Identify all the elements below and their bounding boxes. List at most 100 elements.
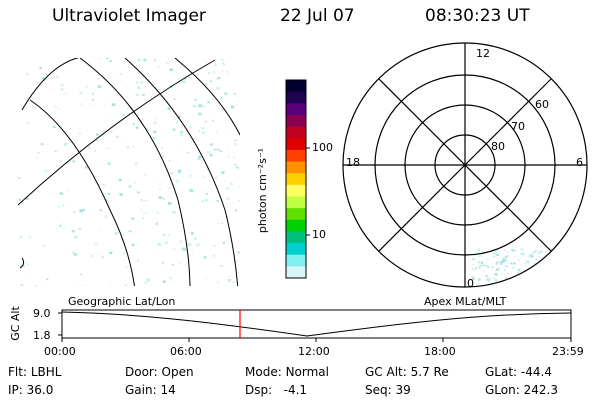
info-door: Door: Open <box>125 365 194 379</box>
emission-dot <box>107 162 111 165</box>
emission-dot <box>188 221 190 223</box>
observation-time: 08:30:23 UT <box>425 6 530 26</box>
emission-dot <box>554 281 556 283</box>
emission-dot <box>204 83 208 86</box>
emission-dot <box>77 280 79 282</box>
emission-dot <box>480 254 483 257</box>
emission-dot <box>539 262 542 265</box>
emission-dot <box>197 243 200 246</box>
emission-dot <box>192 105 196 108</box>
emission-dot <box>233 92 237 96</box>
emission-dot <box>234 260 237 263</box>
info-gc-alt: GC Alt: 5.7 Re <box>365 365 449 379</box>
emission-dot <box>516 271 520 275</box>
emission-dot <box>168 159 171 162</box>
emission-dot <box>54 150 57 153</box>
emission-dot <box>480 261 484 264</box>
emission-dot <box>98 229 101 231</box>
emission-dot <box>107 192 111 195</box>
emission-dot <box>24 272 27 274</box>
emission-dot <box>105 103 107 105</box>
timeline-tick-1200: 12:00 <box>298 345 330 358</box>
emission-dot <box>227 279 231 282</box>
emission-dot <box>205 199 208 201</box>
emission-dot <box>515 278 518 281</box>
emission-dot <box>207 151 211 154</box>
emission-dot <box>190 232 194 235</box>
emission-dot <box>521 252 525 256</box>
emission-dot <box>488 277 491 280</box>
emission-dot <box>471 267 474 270</box>
polar-label-6: 6 <box>576 156 583 169</box>
emission-dot <box>506 251 509 253</box>
emission-dot <box>232 281 236 284</box>
emission-dot <box>37 190 39 192</box>
emission-dot <box>511 281 513 283</box>
emission-dot <box>474 249 476 251</box>
emission-dot <box>471 276 474 279</box>
emission-dot <box>495 268 499 271</box>
emission-dot <box>532 279 536 283</box>
emission-dot <box>534 272 538 275</box>
emission-dot <box>35 285 38 286</box>
timeline-tick-0000: 00:00 <box>44 345 76 358</box>
emission-dot <box>230 182 233 186</box>
emission-dot <box>538 272 541 275</box>
emission-dot <box>135 93 139 96</box>
emission-dot <box>538 256 540 258</box>
emission-dot <box>55 75 59 78</box>
emission-dot <box>178 262 181 264</box>
emission-dot <box>36 166 39 168</box>
emission-dot <box>228 275 230 277</box>
emission-dot <box>217 222 220 225</box>
emission-dot <box>59 192 63 195</box>
emission-dot <box>545 265 549 268</box>
emission-dot <box>549 248 552 250</box>
emission-dot <box>122 234 124 236</box>
emission-dot <box>201 127 205 130</box>
emission-dot <box>517 269 521 272</box>
emission-dot <box>221 70 224 73</box>
emission-dot <box>485 265 489 268</box>
emission-dot <box>493 255 495 258</box>
emission-dot <box>38 84 42 87</box>
emission-dot <box>220 265 223 267</box>
emission-dot <box>475 251 478 253</box>
emission-dot <box>215 177 218 179</box>
emission-dot <box>144 281 148 284</box>
emission-dot <box>478 255 481 258</box>
emission-dot <box>158 196 163 199</box>
emission-dot <box>168 187 172 190</box>
emission-dot <box>233 156 236 159</box>
emission-dot <box>175 238 177 240</box>
emission-dot <box>471 277 475 281</box>
emission-dot <box>78 227 82 230</box>
emission-dot <box>489 248 491 250</box>
emission-dot <box>495 263 498 265</box>
emission-dot <box>203 256 207 259</box>
colorbar-cell <box>286 91 306 104</box>
emission-dot <box>555 271 558 274</box>
emission-dot <box>179 240 183 243</box>
emission-dot <box>93 252 95 254</box>
emission-dot <box>212 254 216 257</box>
emission-dot <box>474 266 478 269</box>
timeline-tick-2359: 23:59 <box>552 345 584 358</box>
emission-dot <box>549 267 552 270</box>
emission-dot <box>221 171 225 174</box>
emission-dot <box>63 143 68 146</box>
emission-dot <box>184 78 187 80</box>
emission-dot <box>219 150 222 152</box>
emission-dot <box>543 267 546 270</box>
emission-dot <box>236 100 239 102</box>
emission-dot <box>117 94 119 96</box>
emission-dot <box>128 185 132 188</box>
emission-dot <box>478 266 481 269</box>
emission-dot <box>530 255 534 258</box>
emission-dot <box>513 262 516 265</box>
emission-dot <box>209 143 213 146</box>
emission-dot <box>233 143 236 145</box>
emission-dot <box>237 251 240 254</box>
emission-dot <box>528 271 531 274</box>
